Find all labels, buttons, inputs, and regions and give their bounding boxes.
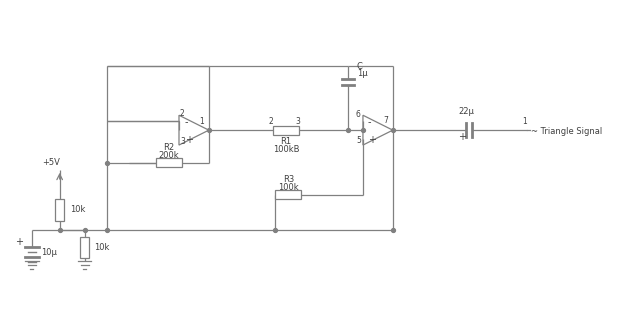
Text: 200k: 200k bbox=[159, 151, 179, 160]
Text: R2: R2 bbox=[164, 143, 175, 152]
Text: 100k: 100k bbox=[278, 183, 299, 192]
Bar bbox=[273, 126, 299, 135]
Text: 1: 1 bbox=[522, 117, 527, 126]
Text: 7: 7 bbox=[383, 116, 388, 125]
Text: +: + bbox=[185, 135, 193, 145]
Bar bbox=[80, 237, 89, 259]
Text: 100kB: 100kB bbox=[273, 145, 299, 154]
Text: 2: 2 bbox=[269, 117, 274, 126]
Text: +: + bbox=[368, 135, 376, 145]
Text: 6: 6 bbox=[356, 110, 361, 120]
Text: 3: 3 bbox=[296, 117, 301, 126]
Text: 22µ: 22µ bbox=[458, 107, 474, 116]
Text: C: C bbox=[357, 63, 363, 71]
Text: R1: R1 bbox=[280, 137, 291, 146]
Text: 10µ: 10µ bbox=[41, 248, 56, 257]
Text: 1µ: 1µ bbox=[357, 69, 368, 79]
Bar bbox=[156, 158, 182, 167]
Bar bbox=[55, 199, 64, 221]
Text: 1: 1 bbox=[199, 117, 203, 126]
Text: +5V: +5V bbox=[42, 158, 60, 167]
Text: 10k: 10k bbox=[69, 205, 85, 214]
Text: 5: 5 bbox=[356, 136, 361, 145]
Text: ~ Triangle Signal: ~ Triangle Signal bbox=[531, 127, 602, 136]
Text: 10k: 10k bbox=[94, 243, 110, 252]
Text: -: - bbox=[368, 117, 371, 127]
Text: R3: R3 bbox=[283, 175, 294, 184]
Text: +: + bbox=[15, 237, 23, 247]
Bar bbox=[275, 190, 301, 199]
Text: 2: 2 bbox=[180, 110, 185, 119]
Text: -: - bbox=[185, 117, 188, 127]
Text: +: + bbox=[458, 132, 466, 142]
Text: 3: 3 bbox=[180, 137, 185, 146]
